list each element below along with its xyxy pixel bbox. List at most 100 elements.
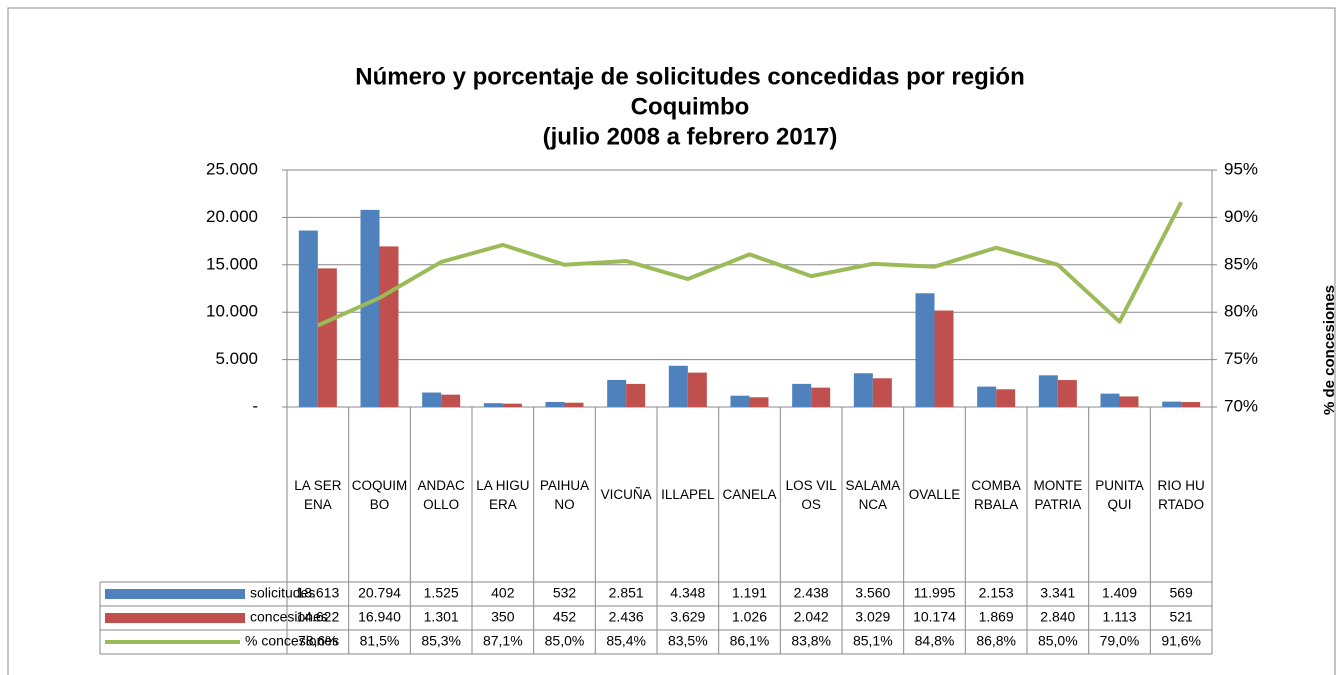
table-value: 86,1% [730,633,770,649]
y-tick-label: - [252,396,258,415]
y-tick-label: 5.000 [215,349,258,368]
bar [996,389,1016,407]
table-value: 3.341 [1040,585,1075,601]
y-tick-label: 15.000 [206,254,258,273]
table-value: 11.995 [914,585,956,601]
bar [1181,402,1201,407]
x-tick-label: PUNITAQUI [1095,477,1144,512]
y2-tick-label: 95% [1224,159,1258,178]
chart-title: Coquimbo [631,93,750,120]
bar [317,268,337,407]
table-value: 3.560 [855,585,890,601]
table-value: 20.794 [358,585,401,601]
category-cell: PAIHUANO [539,477,590,512]
table-value: 87,1% [483,633,523,649]
x-tick-label: LA HIGUERA [476,477,530,512]
bar [811,387,831,407]
category-cell: CANELA [722,487,776,502]
table-value: 85,4% [606,633,646,649]
table-value: 3.029 [855,609,890,625]
category-cell: VICUÑA [600,487,652,502]
bar [749,397,769,407]
table-value: 83,8% [791,633,831,649]
x-tick-label: COMBARBALA [971,477,1021,512]
bar [1162,401,1182,407]
table-value: 1.301 [424,609,459,625]
table-value: 10.174 [913,609,956,625]
table-value: 452 [553,609,577,625]
table-value: 18.613 [296,585,339,601]
category-cell: ANDACOLLO [417,477,465,512]
table-value: 2.436 [609,609,644,625]
table-value: 2.840 [1040,609,1075,625]
bar [607,379,627,407]
bar [422,392,442,407]
legend-label: % concesiones [245,633,339,649]
table-value: 569 [1169,585,1193,601]
x-tick-label: ILLAPEL [661,487,715,502]
table-value: 85,3% [421,633,461,649]
table-value: 2.153 [979,585,1014,601]
table-value: 79,0% [1100,633,1140,649]
table-value: 402 [491,585,515,601]
bar [502,403,522,407]
table-value: 84,8% [915,633,955,649]
category-cell: LA HIGUERA [476,477,530,512]
bar [668,365,688,407]
table-value: 78,6% [298,633,338,649]
table-value: 1.191 [732,585,767,601]
y2-tick-label: 80% [1224,302,1258,321]
x-tick-label: RIO HURTADO [1157,477,1205,512]
table-value: 16.940 [358,609,401,625]
x-tick-label: ANDACOLLO [417,477,465,512]
legend-label: concesiones [250,609,328,625]
bar [379,246,399,407]
x-tick-label: VICUÑA [600,487,652,502]
table-value: 2.851 [609,585,644,601]
line [317,201,1183,328]
table-value: 4.348 [670,585,705,601]
table-value: 91,6% [1161,633,1201,649]
category-cell: SALAMANCA [845,478,900,512]
table-value: 1.409 [1102,585,1137,601]
table-value: 85,1% [853,633,893,649]
category-cell: OVALLE [909,487,961,502]
bar [872,378,892,407]
category-cell: COMBARBALA [971,477,1021,512]
y2-tick-label: 90% [1224,207,1258,226]
table-value: 83,5% [668,633,708,649]
y2-axis-label: % de concesiones [1321,285,1338,415]
legend-label: solicitudes [250,585,315,601]
y-tick-label: 25.000 [206,159,258,178]
bar [934,310,954,407]
bar [730,395,750,407]
bar [626,383,646,407]
y-tick-label: 20.000 [206,207,258,226]
category-cell: LA SERENA [294,477,342,512]
table-value: 1.026 [732,609,767,625]
bar [792,383,812,407]
bar [687,372,707,407]
x-tick-label: PAIHUANO [539,477,590,512]
table-value: 521 [1169,609,1193,625]
table-value: 3.629 [670,609,705,625]
category-cell: MONTE PATRIA [1033,477,1083,512]
table-value: 2.042 [794,609,829,625]
category-cell: COQUIMBO [351,477,408,512]
bar [564,402,584,407]
bar [545,401,565,407]
category-cell: PUNITAQUI [1095,477,1144,512]
legend-key [105,589,245,599]
legend-key [105,613,245,623]
x-tick-label: COQUIMBO [351,477,408,512]
x-tick-label: MONTE PATRIA [1033,477,1083,512]
chart-border [7,7,1336,675]
y-tick-label: 10.000 [206,302,258,321]
y2-tick-label: 70% [1224,396,1258,415]
category-cell: RIO HURTADO [1157,477,1205,512]
bar [977,386,997,407]
table-value: 1.113 [1103,609,1137,625]
x-tick-label: LA SERENA [294,477,342,512]
table-value: 86,8% [976,633,1016,649]
